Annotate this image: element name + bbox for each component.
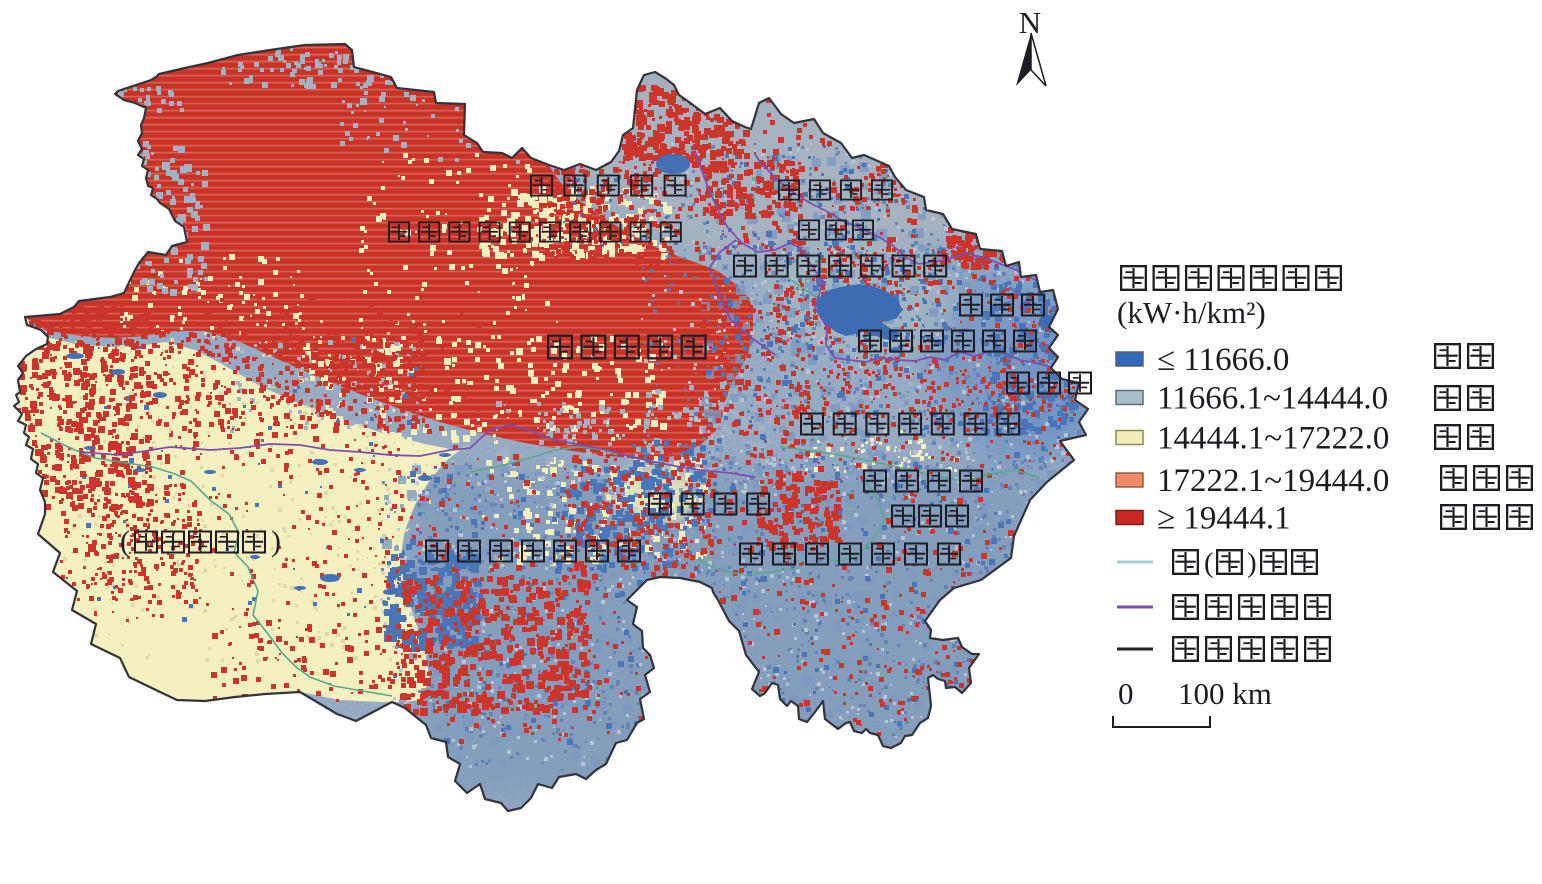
svg-text:17222.1~19444.0: 17222.1~19444.0 <box>1157 463 1389 499</box>
svg-text:14444.1~17222.0: 14444.1~17222.0 <box>1157 421 1389 457</box>
svg-text:): ) <box>271 525 281 558</box>
svg-text:(: ( <box>1204 547 1214 579</box>
svg-text:11666.1~14444.0: 11666.1~14444.0 <box>1157 381 1388 417</box>
svg-text:(kW·h/km²): (kW·h/km²) <box>1117 295 1266 330</box>
svg-text:N: N <box>1019 5 1041 40</box>
svg-text:100 km: 100 km <box>1178 676 1272 711</box>
svg-text:(: ( <box>120 525 130 558</box>
svg-text:0: 0 <box>1118 676 1134 711</box>
svg-text:≥ 19444.1: ≥ 19444.1 <box>1157 501 1291 537</box>
svg-text:): ) <box>1247 547 1257 579</box>
svg-text:≤ 11666.0: ≤ 11666.0 <box>1157 342 1289 378</box>
